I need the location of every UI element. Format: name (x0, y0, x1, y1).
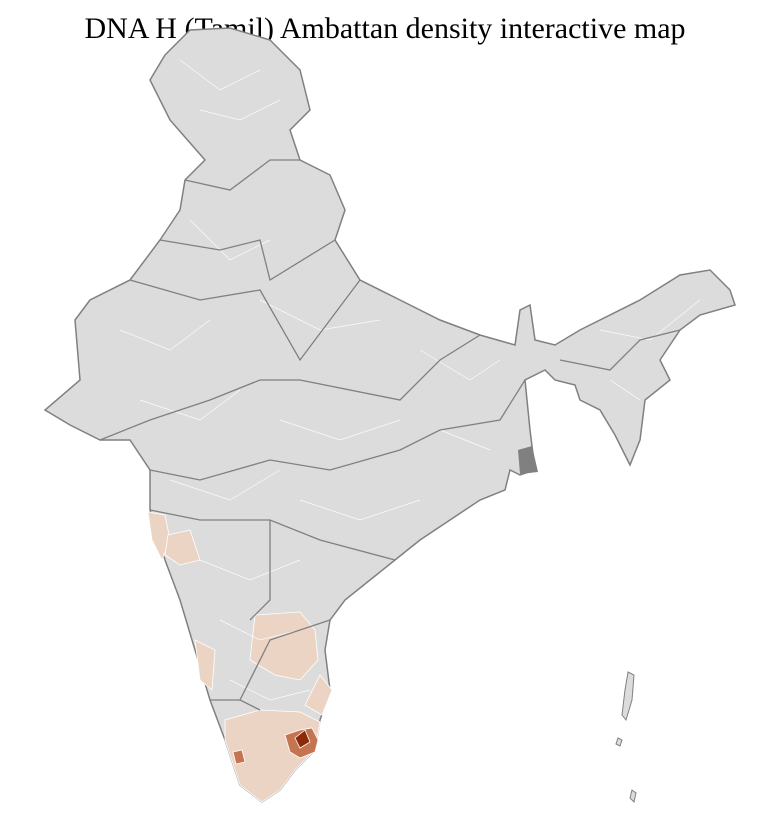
region-low-coastal[interactable] (304, 674, 333, 716)
nicobar-island[interactable] (629, 789, 637, 803)
density-regions (147, 511, 333, 803)
sundarbans-region (518, 446, 538, 474)
region-low-maharashtra[interactable] (164, 529, 201, 566)
region-high[interactable] (294, 729, 311, 749)
andaman-island[interactable] (621, 671, 635, 722)
state-borders (99, 159, 681, 711)
andaman-islands (615, 671, 637, 803)
region-low-karnataka[interactable] (194, 639, 216, 691)
region-medium-west[interactable] (232, 749, 246, 765)
nicobar-island[interactable] (615, 737, 623, 747)
district-borders (119, 59, 701, 701)
